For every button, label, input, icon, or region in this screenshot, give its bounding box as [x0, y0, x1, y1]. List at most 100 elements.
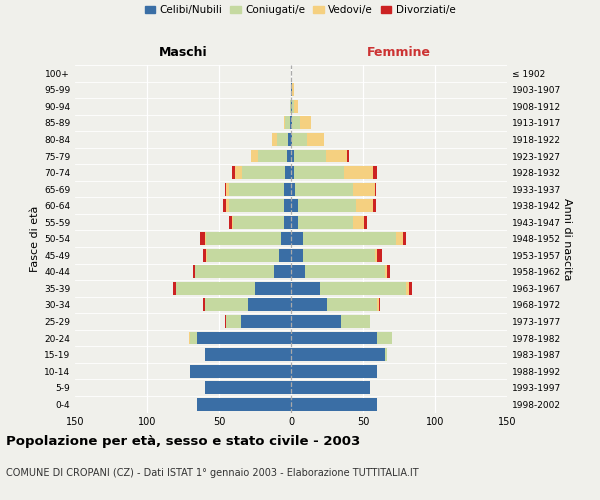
Bar [341, 315, 370, 328]
Bar [206, 249, 208, 262]
Bar [292, 100, 294, 113]
Bar [406, 282, 409, 295]
Bar [403, 232, 406, 245]
Bar [206, 232, 281, 245]
Bar [194, 266, 274, 278]
Bar [200, 232, 205, 245]
Bar [205, 348, 291, 361]
Bar [291, 364, 377, 378]
Bar [280, 249, 291, 262]
Bar [291, 216, 298, 228]
Bar [291, 266, 305, 278]
Bar [385, 266, 388, 278]
Bar [190, 332, 197, 344]
Bar [291, 182, 295, 196]
Bar [197, 398, 291, 410]
Bar [226, 182, 229, 196]
Bar [226, 199, 229, 212]
Bar [291, 398, 377, 410]
Bar [291, 249, 302, 262]
Bar [298, 216, 353, 228]
Bar [205, 381, 291, 394]
Bar [287, 150, 291, 162]
Y-axis label: Anni di nascita: Anni di nascita [562, 198, 572, 280]
Bar [373, 166, 377, 179]
Bar [291, 133, 292, 146]
Bar [229, 182, 284, 196]
Bar [229, 199, 284, 212]
Bar [225, 182, 226, 196]
Bar [203, 298, 205, 312]
Bar [284, 216, 291, 228]
Bar [291, 150, 294, 162]
Bar [294, 150, 326, 162]
Bar [396, 232, 403, 245]
Bar [305, 266, 385, 278]
Bar [197, 332, 291, 344]
Bar [291, 100, 292, 113]
Bar [291, 315, 341, 328]
Bar [353, 216, 364, 228]
Text: Maschi: Maschi [158, 46, 208, 59]
Bar [299, 116, 311, 130]
Bar [291, 282, 320, 295]
Bar [232, 166, 235, 179]
Text: Femmine: Femmine [367, 46, 431, 59]
Bar [374, 182, 376, 196]
Bar [326, 150, 347, 162]
Bar [272, 133, 277, 146]
Bar [173, 282, 176, 295]
Bar [379, 298, 380, 312]
Bar [298, 199, 356, 212]
Bar [290, 116, 291, 130]
Bar [193, 266, 194, 278]
Bar [203, 249, 206, 262]
Bar [285, 166, 291, 179]
Bar [388, 266, 391, 278]
Bar [229, 216, 232, 228]
Bar [347, 150, 349, 162]
Bar [291, 84, 292, 96]
Bar [295, 182, 353, 196]
Bar [223, 199, 226, 212]
Bar [235, 166, 242, 179]
Bar [284, 199, 291, 212]
Bar [291, 332, 377, 344]
Bar [248, 298, 291, 312]
Bar [356, 199, 373, 212]
Bar [373, 199, 376, 212]
Bar [374, 249, 377, 262]
Bar [291, 298, 327, 312]
Bar [409, 282, 412, 295]
Bar [225, 315, 226, 328]
Bar [377, 332, 392, 344]
Bar [292, 84, 294, 96]
Bar [364, 216, 367, 228]
Bar [291, 166, 294, 179]
Bar [344, 166, 373, 179]
Bar [258, 150, 287, 162]
Bar [291, 348, 385, 361]
Bar [190, 364, 291, 378]
Bar [353, 182, 374, 196]
Bar [285, 116, 290, 130]
Bar [294, 100, 298, 113]
Text: COMUNE DI CROPANI (CZ) - Dati ISTAT 1° gennaio 2003 - Elaborazione TUTTITALIA.IT: COMUNE DI CROPANI (CZ) - Dati ISTAT 1° g… [6, 468, 419, 477]
Bar [233, 216, 284, 228]
Bar [251, 150, 258, 162]
Bar [294, 166, 344, 179]
Bar [291, 232, 302, 245]
Bar [242, 166, 285, 179]
Bar [291, 381, 370, 394]
Y-axis label: Fasce di età: Fasce di età [30, 206, 40, 272]
Bar [284, 182, 291, 196]
Bar [232, 216, 233, 228]
Bar [205, 298, 248, 312]
Bar [291, 199, 298, 212]
Bar [176, 282, 255, 295]
Bar [291, 116, 292, 130]
Bar [377, 249, 382, 262]
Bar [281, 232, 291, 245]
Bar [302, 249, 374, 262]
Bar [255, 282, 291, 295]
